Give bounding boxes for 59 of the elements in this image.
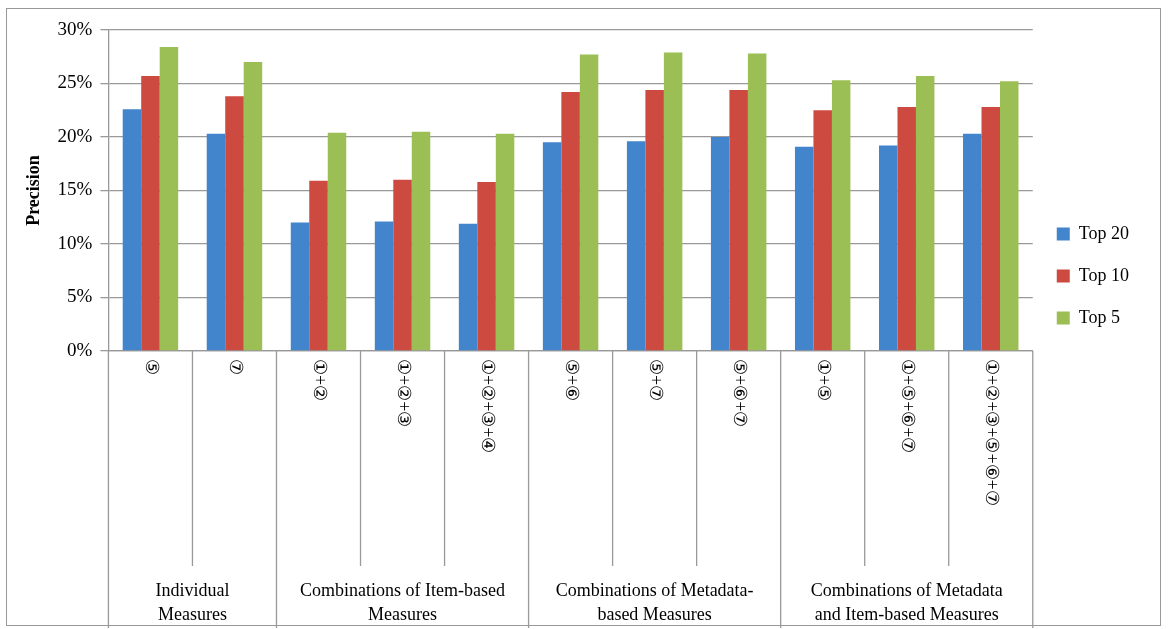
bar (122, 109, 142, 351)
y-tick-label: 0% (67, 338, 93, 360)
bar (495, 133, 515, 351)
bar (626, 141, 646, 351)
bar (710, 137, 730, 351)
x-tick-label: ⑤+⑥+⑦ (729, 359, 750, 428)
bar (477, 181, 496, 351)
legend-label: Top 20 (1078, 222, 1130, 243)
bar (141, 76, 160, 351)
bar (878, 145, 898, 351)
bar (981, 107, 1000, 351)
bar (963, 133, 982, 351)
bar (327, 132, 347, 351)
x-tick-label: ⑦ (225, 359, 246, 375)
y-tick-label: 30% (57, 17, 93, 39)
x-tick-label: ①+⑤+⑥+⑦ (897, 359, 918, 454)
text: Combinations of Metadata-based Measures (555, 579, 754, 624)
bar (374, 221, 394, 351)
bar (393, 179, 412, 351)
x-tick-label: ①+② (309, 359, 330, 402)
bar (225, 96, 244, 351)
x-tick-label: ⑤ (141, 359, 162, 375)
bar (794, 146, 814, 351)
bar (663, 52, 683, 351)
y-tick-label: 10% (57, 231, 93, 253)
y-tick-label: 5% (67, 285, 93, 307)
y-tick-label: 20% (57, 124, 93, 146)
x-tick-label: ⑤+⑥ (561, 359, 582, 402)
bar (561, 92, 580, 351)
bar (897, 107, 916, 351)
x-tick-label: ①+⑤ (813, 359, 834, 402)
bar (645, 89, 664, 351)
bar (458, 223, 478, 351)
x-tick-label: ①+②+③+⑤+⑥+⑦ (982, 359, 1003, 506)
bar (243, 62, 263, 351)
bar (999, 81, 1019, 351)
x-tick-label: ①+②+③ (393, 359, 414, 428)
bar (206, 133, 226, 351)
bar (915, 76, 935, 351)
bar (729, 89, 748, 351)
legend-label: Top 10 (1078, 264, 1130, 285)
x-tick-label: ⑤+⑦ (645, 359, 666, 402)
bar (831, 80, 851, 351)
text: Individual Measures (155, 579, 230, 624)
legend-label: Top 5 (1078, 306, 1121, 327)
bar (290, 222, 310, 351)
x-tick-label: ①+②+③+④ (477, 359, 498, 454)
y-tick-label: 25% (57, 71, 93, 93)
y-axis-title: Precision (23, 155, 44, 226)
bar (747, 53, 767, 351)
bar (542, 142, 562, 351)
text: Combinations of Item-based Measures (300, 579, 506, 624)
bar (579, 54, 599, 351)
bar (159, 47, 179, 351)
bar (411, 131, 431, 351)
y-tick-label: 15% (57, 178, 93, 200)
text: Combinations of Metadata and Item-based Measures (810, 579, 1003, 624)
bar (813, 110, 832, 351)
bar (309, 180, 328, 351)
